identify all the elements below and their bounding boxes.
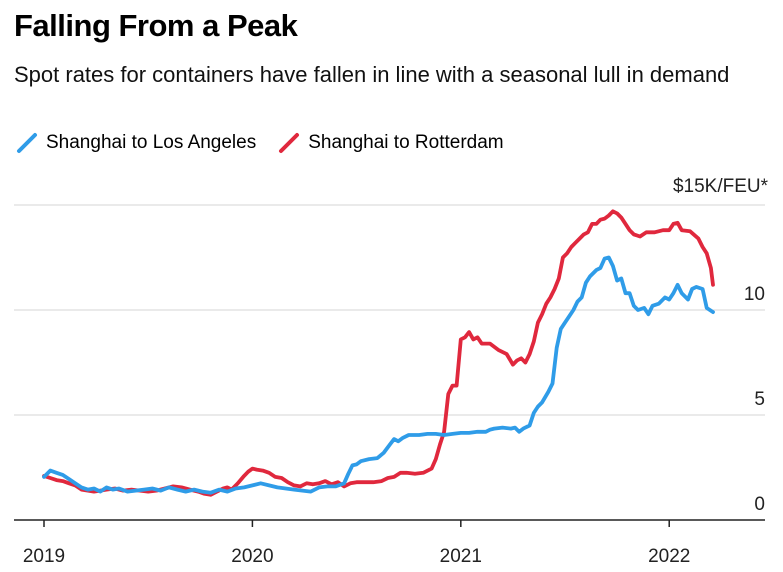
legend-label-rotterdam: Shanghai to Rotterdam (308, 132, 504, 153)
grid-lines (14, 204, 765, 521)
legend-swatch-rotterdam-icon (279, 133, 300, 153)
legend-item-la: Shanghai to Los Angeles (16, 132, 256, 154)
y-axis-labels: 0 5 10 (744, 284, 765, 515)
chart-title: Falling From a Peak (14, 8, 298, 43)
legend-label-la: Shanghai to Los Angeles (46, 132, 257, 153)
legend-item-rotterdam: Shanghai to Rotterdam (278, 132, 504, 154)
x-tick-label-0: 2019 (23, 546, 65, 567)
chart-subtitle: Spot rates for containers have fallen in… (14, 62, 730, 87)
series-lines (42, 209, 715, 497)
y-tick-label-2: 10 (744, 284, 765, 305)
legend-swatch-la-icon (17, 133, 37, 153)
x-tick-label-1: 2020 (231, 546, 273, 567)
y-tick-label-0: 0 (754, 494, 765, 515)
series-line-1 (42, 209, 715, 497)
x-axis: 2019 2020 2021 2022 (23, 520, 690, 567)
x-tick-label-2: 2021 (440, 546, 482, 567)
y-axis-unit-label: $15K/FEU* (673, 176, 769, 197)
series-line-0 (42, 255, 715, 495)
x-tick-label-3: 2022 (648, 546, 690, 567)
legend: Shanghai to Los Angeles Shanghai to Rott… (16, 130, 526, 156)
y-tick-label-1: 5 (754, 389, 765, 410)
